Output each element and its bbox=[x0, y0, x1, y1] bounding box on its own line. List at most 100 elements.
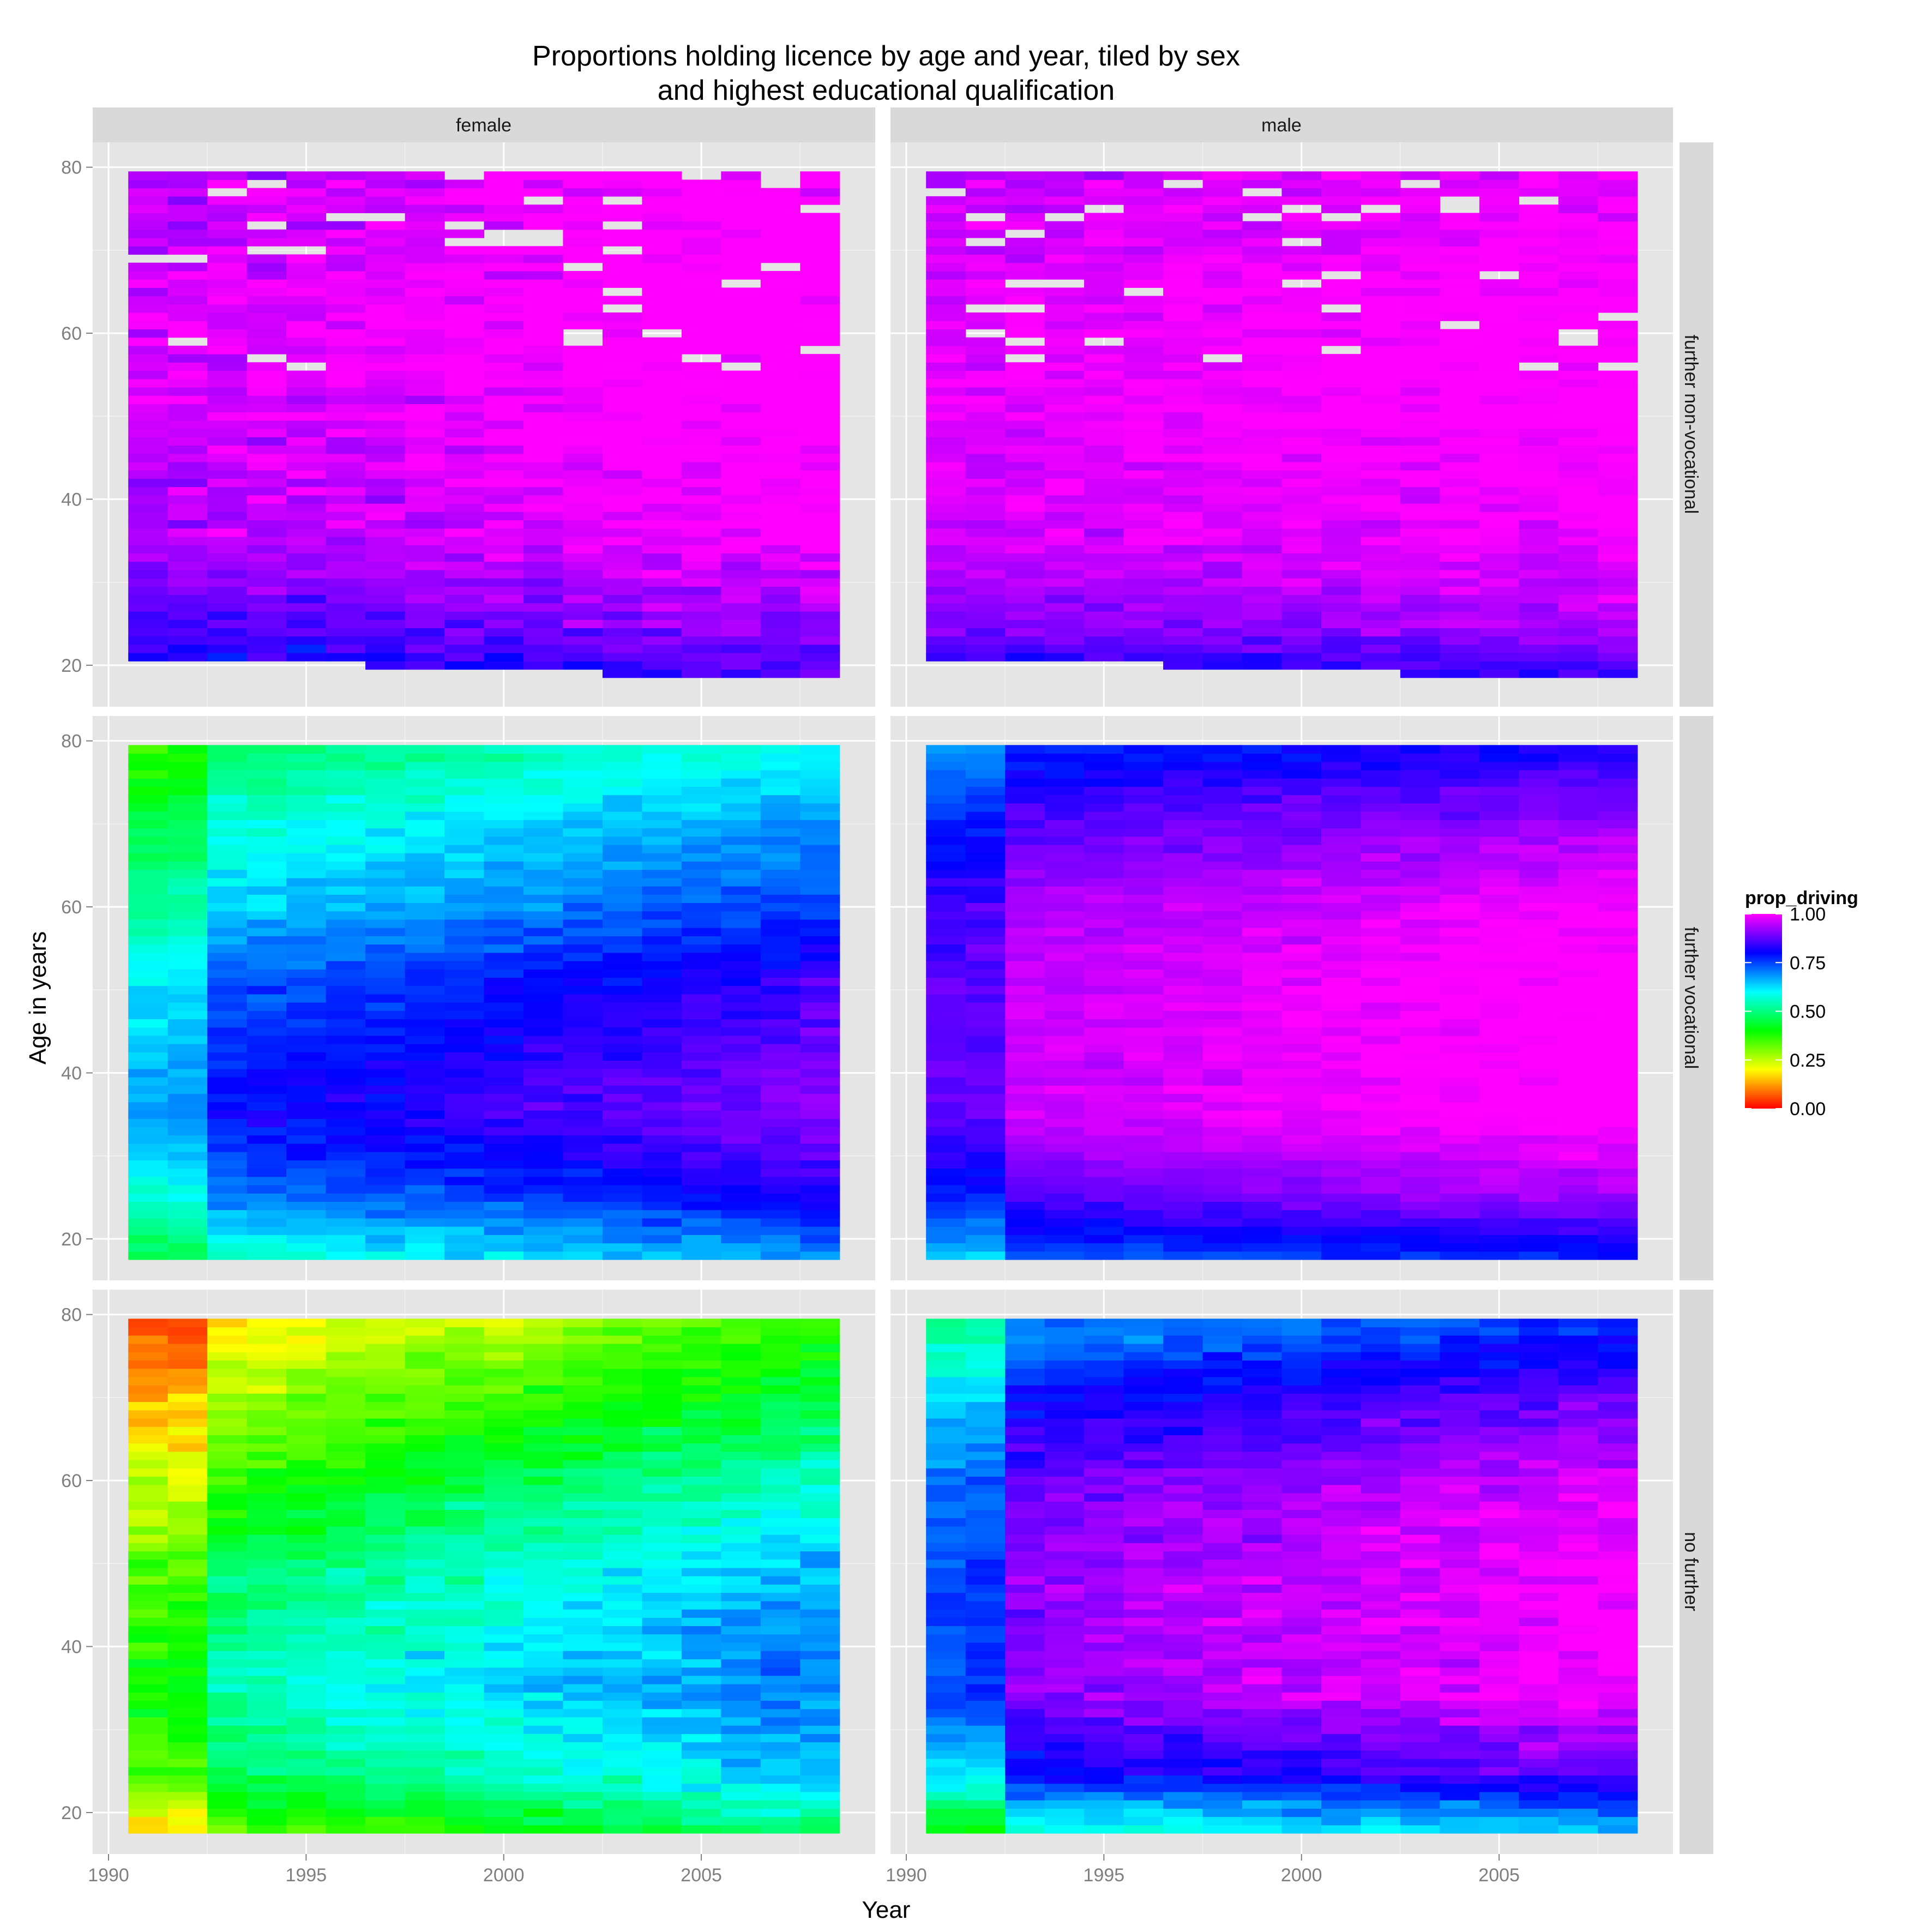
heatmap-tile bbox=[286, 279, 327, 288]
heatmap-tile bbox=[1519, 1110, 1559, 1119]
heatmap-tile bbox=[1163, 1127, 1203, 1136]
heatmap-tile bbox=[207, 644, 248, 653]
heatmap-tile bbox=[1281, 1027, 1322, 1036]
heatmap-tile bbox=[1123, 1118, 1164, 1127]
heatmap-tile bbox=[760, 429, 801, 437]
heatmap-tile bbox=[167, 811, 208, 820]
heatmap-tile bbox=[1440, 437, 1480, 446]
heatmap-tile bbox=[1440, 928, 1480, 936]
heatmap-tile bbox=[1598, 985, 1638, 995]
heatmap-tile bbox=[167, 1143, 208, 1152]
heatmap-tile bbox=[1202, 1193, 1243, 1202]
heatmap-tile bbox=[365, 354, 406, 363]
heatmap-tile bbox=[1163, 844, 1203, 853]
heatmap-tile bbox=[1242, 1077, 1283, 1086]
heatmap-tile bbox=[365, 387, 406, 396]
heatmap-tile bbox=[800, 213, 840, 222]
heatmap-tile bbox=[1005, 511, 1045, 521]
heatmap-tile bbox=[1163, 287, 1203, 297]
heatmap-tile bbox=[128, 196, 168, 205]
heatmap-tile bbox=[602, 354, 642, 363]
heatmap-tile bbox=[1005, 221, 1045, 230]
heatmap-tile bbox=[128, 1808, 168, 1817]
heatmap-tile bbox=[1281, 820, 1322, 829]
heatmap-tile bbox=[444, 478, 485, 487]
heatmap-tile bbox=[1163, 1118, 1203, 1127]
heatmap-tile bbox=[1084, 254, 1124, 263]
heatmap-tile bbox=[128, 619, 168, 628]
heatmap-tile bbox=[1479, 561, 1519, 570]
heatmap-tile bbox=[167, 1484, 208, 1494]
heatmap-tile bbox=[484, 188, 524, 197]
heatmap-tile bbox=[1242, 928, 1283, 936]
heatmap-tile bbox=[207, 1675, 248, 1684]
heatmap-tile bbox=[1084, 844, 1124, 853]
heatmap-tile bbox=[1558, 944, 1598, 953]
heatmap-tile bbox=[1242, 229, 1283, 238]
heatmap-tile bbox=[207, 1626, 248, 1635]
heatmap-tile bbox=[444, 1401, 485, 1411]
heatmap-tile bbox=[1479, 911, 1519, 920]
heatmap-tile bbox=[1005, 769, 1045, 779]
heatmap-tile bbox=[405, 1700, 445, 1710]
heatmap-tile bbox=[1558, 1243, 1598, 1252]
heatmap-tile bbox=[926, 537, 966, 545]
panel-female-no-further bbox=[93, 1290, 875, 1854]
heatmap-tile bbox=[1400, 1209, 1440, 1219]
heatmap-tile bbox=[1558, 262, 1598, 272]
heatmap-tile bbox=[1281, 287, 1322, 297]
heatmap-tile bbox=[1558, 594, 1598, 604]
heatmap-tile bbox=[1361, 586, 1401, 595]
heatmap-tile bbox=[167, 395, 208, 404]
heatmap-tile bbox=[1598, 902, 1638, 912]
heatmap-tile bbox=[1598, 994, 1638, 1003]
heatmap-tile bbox=[602, 1251, 642, 1260]
heatmap-tile bbox=[721, 985, 761, 995]
heatmap-tile bbox=[128, 936, 168, 945]
heatmap-tile bbox=[246, 1451, 287, 1460]
heatmap-tile bbox=[246, 1659, 287, 1668]
heatmap-tile bbox=[1321, 1209, 1362, 1219]
heatmap-tile bbox=[1479, 811, 1519, 820]
heatmap-tile bbox=[1400, 661, 1440, 670]
heatmap-tile bbox=[167, 213, 208, 222]
heatmap-tile bbox=[444, 1360, 485, 1369]
heatmap-tile bbox=[1598, 296, 1638, 305]
heatmap-tile bbox=[1163, 1027, 1203, 1036]
heatmap-tile bbox=[1361, 661, 1401, 670]
heatmap-tile bbox=[128, 1484, 168, 1494]
heatmap-tile bbox=[207, 1775, 248, 1784]
heatmap-tile bbox=[563, 270, 603, 280]
heatmap-tile bbox=[326, 1352, 366, 1361]
heatmap-tile bbox=[681, 1019, 721, 1028]
heatmap-tile bbox=[128, 1492, 168, 1502]
panel-male-further-vocational bbox=[890, 716, 1673, 1280]
heatmap-tile bbox=[128, 1060, 168, 1069]
heatmap-tile bbox=[1242, 545, 1283, 553]
heatmap-tile bbox=[167, 1135, 208, 1144]
heatmap-tile bbox=[444, 603, 485, 612]
heatmap-tile bbox=[1479, 520, 1519, 529]
heatmap-tile bbox=[681, 603, 721, 612]
heatmap-tile bbox=[207, 1708, 248, 1718]
heatmap-tile bbox=[1084, 977, 1124, 986]
heatmap-tile bbox=[1044, 869, 1085, 878]
heatmap-tile bbox=[405, 1019, 445, 1028]
heatmap-tile bbox=[1440, 1193, 1480, 1202]
heatmap-tile bbox=[128, 437, 168, 446]
heatmap-tile bbox=[1044, 1135, 1085, 1144]
heatmap-tile bbox=[681, 188, 721, 197]
heatmap-tile bbox=[444, 1651, 485, 1659]
heatmap-tile bbox=[365, 644, 406, 653]
heatmap-tile bbox=[1242, 1185, 1283, 1194]
heatmap-tile bbox=[1321, 1068, 1362, 1078]
heatmap-tile bbox=[1519, 902, 1559, 912]
heatmap-tile bbox=[1163, 1110, 1203, 1119]
heatmap-tile bbox=[207, 1642, 248, 1651]
heatmap-tile bbox=[926, 844, 966, 853]
heatmap-tile bbox=[1005, 902, 1045, 912]
heatmap-tile bbox=[681, 1036, 721, 1044]
heatmap-tile bbox=[523, 520, 564, 529]
heatmap-tile bbox=[484, 1060, 524, 1069]
heatmap-tile bbox=[286, 1185, 327, 1194]
